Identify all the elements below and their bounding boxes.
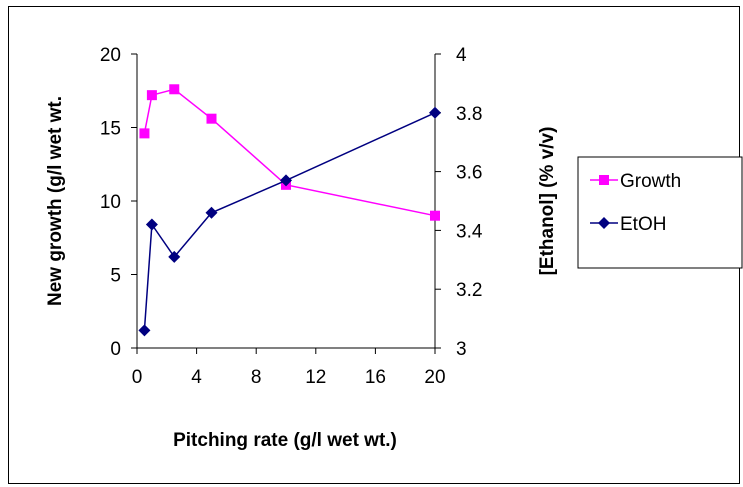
legend-etoh-marker [598, 217, 610, 229]
series-layer [138, 84, 441, 337]
x-tick-label: 16 [365, 367, 386, 388]
data-point-etoh [429, 106, 441, 119]
left-y-tick-label: 5 [110, 266, 121, 287]
data-point-growth [139, 128, 150, 139]
data-point-growth [169, 84, 180, 95]
data-point-etoh [145, 218, 158, 231]
legend-growth-label: Growth [620, 171, 681, 192]
legend: Growth EtOH [577, 156, 743, 269]
right-y-tick-label: 3.8 [456, 104, 482, 125]
legend-growth-marker [599, 175, 609, 185]
left-y-tick-label: 10 [100, 192, 121, 213]
data-point-etoh [138, 324, 151, 337]
x-tick-label: 20 [424, 367, 445, 388]
legend-etoh-label: EtOH [620, 214, 666, 235]
data-point-etoh [280, 174, 292, 187]
left-y-tick-label: 0 [110, 339, 121, 360]
x-tick-label: 4 [191, 367, 202, 388]
right-y-tick-label: 3.6 [456, 163, 482, 184]
data-point-growth [146, 90, 157, 101]
series-line-etoh [143, 112, 436, 331]
left-y-tick-label: 15 [100, 119, 121, 140]
x-tick-label: 8 [251, 367, 262, 388]
series-line-growth [143, 88, 436, 217]
data-point-etoh [168, 250, 181, 263]
x-tick-label: 0 [132, 367, 143, 388]
right-y-tick-label: 3.2 [456, 280, 482, 301]
data-point-growth [206, 113, 217, 124]
data-point-etoh [205, 206, 218, 219]
right-y-tick-label: 4 [456, 45, 467, 66]
left-y-ticks: 0 5 10 15 20 [100, 45, 137, 360]
data-point-growth [430, 210, 440, 221]
y-axis-right-title: [Ethanol] (% v/v) [537, 127, 558, 276]
x-axis-title: Pitching rate (g/l wet wt.) [173, 430, 397, 451]
x-ticks: 0 4 8 12 16 20 [132, 348, 446, 388]
left-y-tick-label: 20 [100, 45, 121, 66]
axes [136, 54, 436, 349]
x-tick-label: 12 [305, 367, 326, 388]
y-axis-left-title: New growth (g/l wet wt. [45, 96, 66, 306]
right-y-ticks: 3 3.2 3.4 3.6 3.8 4 [435, 45, 483, 360]
right-y-tick-label: 3 [456, 339, 467, 360]
right-y-tick-label: 3.4 [456, 221, 483, 242]
